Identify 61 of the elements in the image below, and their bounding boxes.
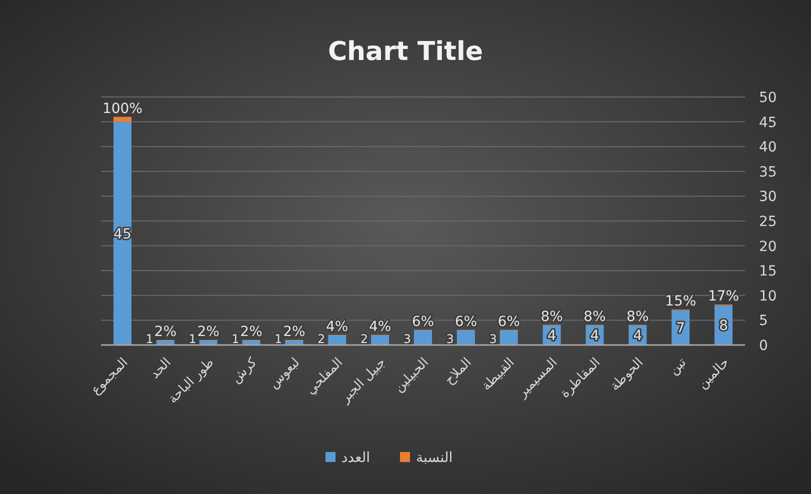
x-tick-label: تبن <box>666 354 690 378</box>
data-label: 2 <box>317 332 326 346</box>
data-label: 1 <box>274 332 282 346</box>
data-label: 3 <box>489 332 497 346</box>
data-label: 1 <box>188 332 196 346</box>
bar <box>371 335 390 345</box>
data-label: 1 <box>232 332 240 346</box>
chart-title: Chart Title <box>328 37 484 67</box>
y-tick-label: 0 <box>759 338 768 354</box>
data-label: 6% <box>498 314 520 330</box>
data-label: 4 <box>633 328 642 344</box>
x-tick-label: كرش <box>228 354 261 386</box>
y-tick-label: 25 <box>759 214 777 230</box>
x-tick-label: الملاح <box>442 355 475 388</box>
y-tick-label: 15 <box>759 264 777 280</box>
data-label: 45 <box>114 226 132 242</box>
data-label: 6% <box>454 314 478 330</box>
x-tick-label: المفلحي <box>303 355 346 398</box>
bar <box>414 330 432 345</box>
data-label: 3 <box>446 332 454 346</box>
y-tick-label: 45 <box>759 114 777 131</box>
data-label: 100% <box>102 100 142 117</box>
data-label: 4% <box>326 318 348 335</box>
x-tick-label: حالمين <box>695 355 732 392</box>
data-label: 4% <box>368 318 392 335</box>
data-label: 8% <box>540 308 563 325</box>
data-label: 8% <box>584 308 606 325</box>
data-label: 6% <box>412 314 434 330</box>
legend-label: العدد <box>342 450 370 466</box>
data-label: 3 <box>403 332 411 346</box>
y-tick-label: 30 <box>759 189 777 206</box>
bar <box>328 335 346 345</box>
y-tick-label: 35 <box>759 164 777 180</box>
data-label: 7 <box>676 320 686 337</box>
x-tick-label: الحوطة <box>608 355 646 394</box>
data-label: 4 <box>590 328 600 344</box>
data-label: 8 <box>719 318 728 334</box>
data-label: 2% <box>154 324 177 340</box>
y-tick-label: 40 <box>759 140 777 156</box>
bar <box>500 330 518 345</box>
data-label: 8% <box>626 308 649 325</box>
data-label: 15% <box>665 294 696 310</box>
data-label: 1 <box>146 332 154 346</box>
y-tick-label: 50 <box>759 90 777 106</box>
bar <box>113 116 132 122</box>
x-tick-label: لبعوس <box>266 355 304 392</box>
data-label: 17% <box>708 288 740 304</box>
data-label: 2% <box>240 324 262 340</box>
y-tick-label: 20 <box>759 238 777 255</box>
x-tick-label: الحد <box>148 355 174 382</box>
data-label: 2 <box>360 332 368 346</box>
legend-label: النسبة <box>416 450 453 466</box>
data-label: 2% <box>283 324 306 340</box>
bar <box>456 330 475 345</box>
x-tick-label: المجموع <box>88 355 132 398</box>
x-tick-label: الحبيلين <box>392 355 432 396</box>
data-label: 2% <box>197 324 220 340</box>
data-label: 4 <box>547 328 556 344</box>
bar <box>113 122 132 345</box>
y-tick-label: 10 <box>759 288 777 304</box>
y-tick-label: 5 <box>759 313 768 330</box>
